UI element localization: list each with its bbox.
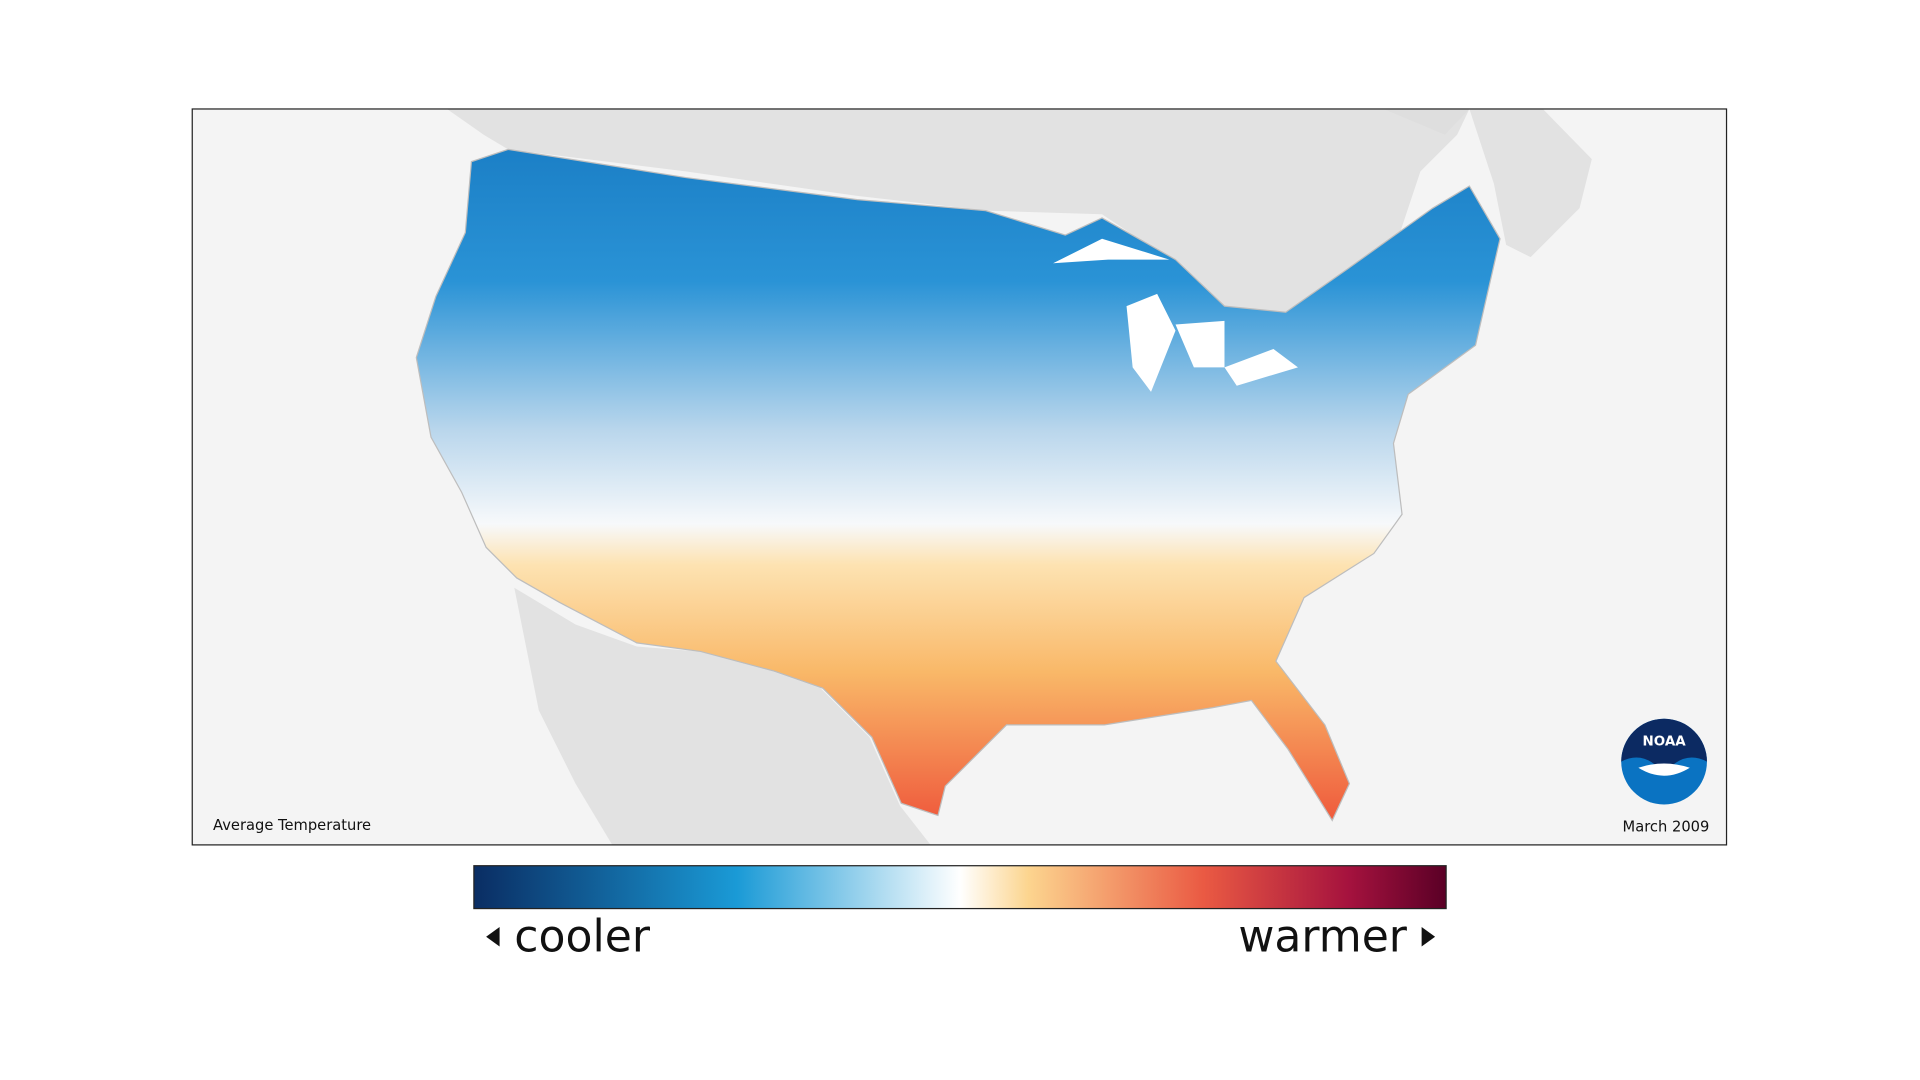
canada-east-land [1469,108,1592,258]
logo-text: NOAA [1642,735,1686,750]
contiguous-us-temperature [415,148,1501,822]
cooler-arrow [486,926,500,947]
legend-low: cooler [514,911,651,962]
legend-high: warmer [1238,911,1407,962]
noaa-logo: NOAA [1621,718,1707,805]
greenland-edge [1383,108,1470,135]
map-title: Average Temperature [213,817,371,834]
mexico-land [514,587,931,845]
logo-gull [1638,763,1690,776]
map-frame [191,108,1728,846]
logo-top [1621,718,1707,774]
warmer-arrow [1421,926,1436,947]
lake-superior [1053,238,1170,264]
map-date: March 2009 [1623,818,1710,835]
color-scale [473,865,1447,910]
